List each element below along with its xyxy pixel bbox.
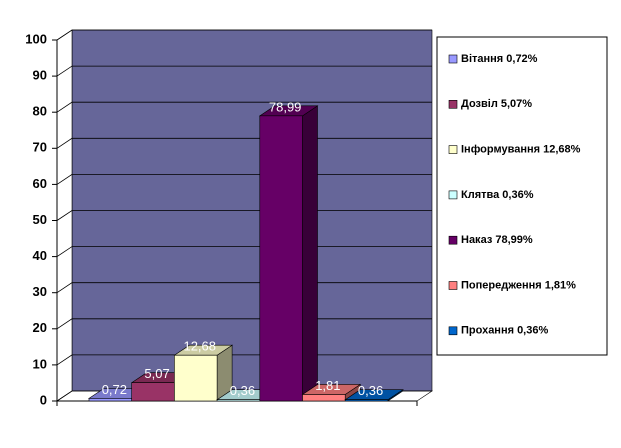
y-tick-label: 60 [33,176,47,191]
y-tick-label: 20 [33,320,47,335]
bar [131,382,175,402]
value-label: 1,81 [315,378,340,393]
legend-swatch [448,190,458,200]
legend-swatch [448,281,458,290]
legend-swatch [448,145,458,154]
legend-label: Дозвіл 5,07% [461,98,532,110]
value-label: 78,99 [269,99,302,114]
grid-line [56,101,432,113]
legend-swatch [448,54,458,64]
legend-label: Наказ 78,99% [461,234,533,246]
grid-line [56,65,432,77]
y-tick-label: 100 [25,31,47,46]
value-label: 5,07 [144,366,169,381]
value-label: 0,72 [102,382,127,397]
y-tick-label: 70 [33,140,47,155]
y-tick-label: 90 [33,68,47,83]
grid-line [56,29,432,41]
legend-label: Попередження 1,81% [461,279,576,291]
bar [216,399,261,402]
y-tick-label: 50 [33,212,47,227]
y-tick-label: 10 [33,356,47,371]
y-tick-label: 40 [33,248,47,263]
value-label: 0,36 [230,383,255,398]
legend-label: Вітання 0,72% [461,53,538,65]
bar [259,115,303,402]
y-tick-label: 0 [40,392,47,407]
legend-box [436,36,608,356]
bar [302,394,346,402]
value-label: 12,68 [183,339,216,354]
legend-swatch [448,235,458,245]
bar [174,354,218,402]
value-label: 0,36 [358,383,383,398]
bar [344,399,389,402]
y-tick-label: 30 [33,284,47,299]
legend-label: Прохання 0,36% [461,325,548,337]
bar [88,398,133,402]
legend-swatch [448,100,458,109]
legend-label: Інформування 12,68% [461,144,581,156]
legend-swatch [448,326,458,336]
legend-label: Клятва 0,36% [461,189,534,201]
y-tick-label: 80 [33,104,47,119]
bar-side [302,105,318,402]
